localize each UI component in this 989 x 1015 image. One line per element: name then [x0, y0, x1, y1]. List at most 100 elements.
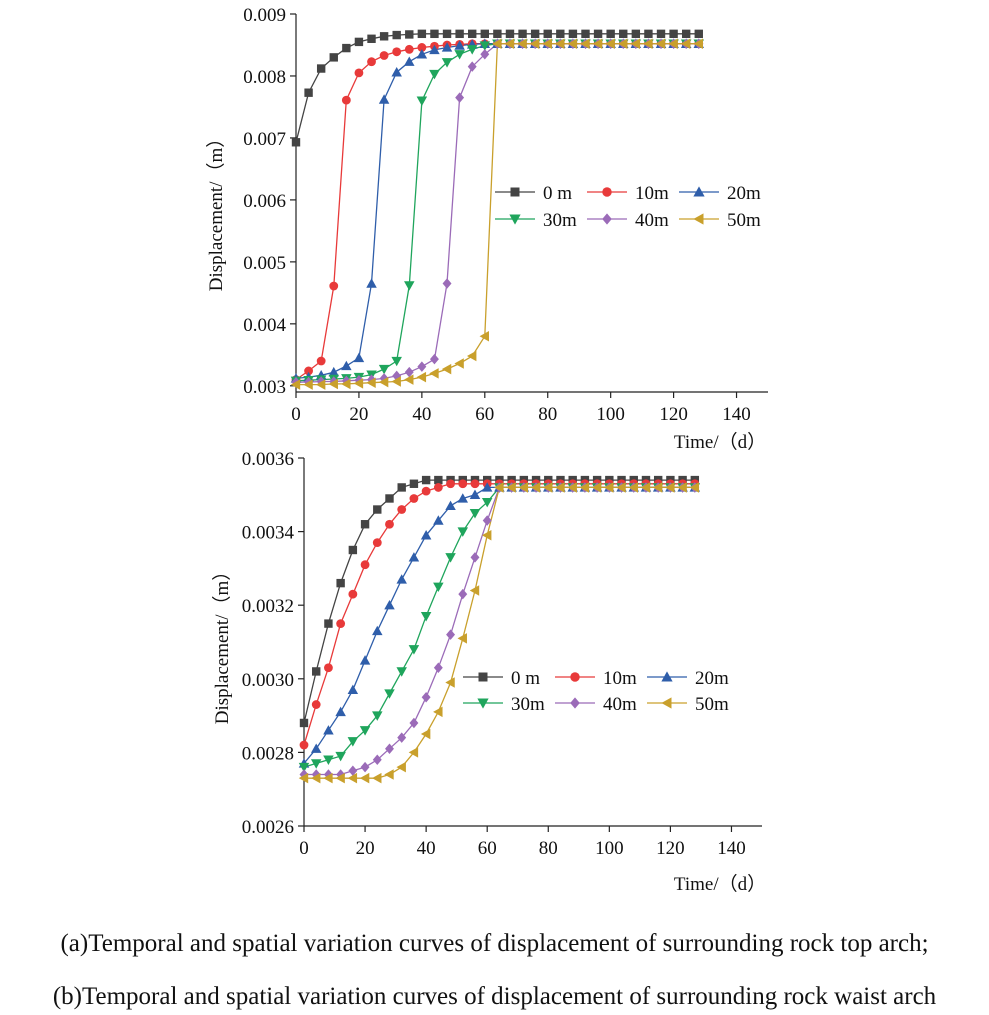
- data-point: [677, 482, 687, 493]
- figure-charts: 0 20 40 60 80 100 120 140 0.003 0.004 0.005 0.006 0.…: [205, 5, 768, 895]
- legend-marker-2: [661, 671, 673, 682]
- legend-marker-5: [661, 697, 672, 709]
- legend-marker-4: [570, 697, 580, 709]
- data-point: [354, 68, 364, 78]
- data-point: [396, 761, 406, 773]
- legend-marker-2: [693, 186, 705, 197]
- data-point: [481, 482, 493, 492]
- data-point: [556, 29, 565, 39]
- legend-marker-0: [478, 672, 488, 682]
- data-point: [324, 619, 333, 628]
- data-point: [347, 737, 359, 747]
- x-tick-label: 40: [417, 838, 436, 859]
- data-point: [481, 497, 493, 508]
- x-tick-label: 60: [475, 404, 494, 425]
- data-point: [336, 578, 345, 588]
- data-point: [455, 92, 465, 103]
- data-point: [529, 38, 540, 49]
- data-point: [467, 61, 477, 72]
- data-point: [329, 53, 338, 62]
- data-point: [469, 509, 481, 519]
- data-point: [373, 505, 382, 514]
- data-point: [354, 37, 364, 47]
- data-point: [441, 42, 453, 52]
- data-point: [408, 645, 420, 655]
- data-point: [530, 29, 540, 39]
- data-point: [421, 691, 431, 703]
- y-tick-label: 0.003: [243, 377, 286, 398]
- x-tick-label: 120: [659, 404, 688, 425]
- series-markers-5: [298, 482, 700, 784]
- data-point: [341, 360, 352, 371]
- series-markers-5: [290, 38, 703, 390]
- data-point: [379, 51, 389, 60]
- data-point: [341, 378, 351, 390]
- data-point: [470, 479, 480, 489]
- data-point: [466, 45, 478, 55]
- data-point: [366, 278, 377, 288]
- data-point: [631, 29, 641, 39]
- legend-label-0: 0 m: [511, 668, 540, 689]
- data-point: [405, 30, 414, 39]
- x-tick-label: 140: [717, 838, 746, 859]
- data-point: [470, 552, 480, 563]
- data-point: [378, 94, 390, 104]
- data-point: [417, 29, 427, 39]
- data-point: [335, 772, 345, 784]
- data-point: [479, 330, 489, 342]
- data-point: [291, 138, 301, 147]
- data-point: [457, 493, 469, 503]
- data-point: [446, 629, 456, 640]
- x-tick-label: 40: [412, 404, 431, 425]
- data-point: [694, 29, 703, 39]
- data-point: [606, 29, 615, 39]
- data-point: [421, 475, 431, 485]
- data-point: [652, 482, 663, 493]
- data-point: [384, 599, 395, 610]
- data-point: [458, 588, 468, 600]
- data-point: [366, 377, 376, 388]
- series-markers-0: [299, 475, 700, 728]
- legend-marker-0: [510, 187, 520, 197]
- series-markers-2: [298, 482, 701, 768]
- data-point: [408, 747, 419, 758]
- data-point: [530, 482, 541, 493]
- data-point: [442, 29, 452, 39]
- y-tick-label: 0.0030: [242, 670, 294, 691]
- data-point: [543, 482, 553, 493]
- x-tick-label: 20: [356, 838, 375, 859]
- data-point: [668, 38, 678, 49]
- data-point: [446, 479, 455, 489]
- data-point: [347, 772, 358, 784]
- data-point: [409, 494, 419, 503]
- data-point: [581, 29, 590, 39]
- data-point: [505, 29, 515, 39]
- caption-b: (b)Temporal and spatial variation curves…: [52, 983, 937, 1010]
- data-point: [416, 371, 427, 383]
- data-point: [429, 44, 440, 55]
- y-tick-label: 0.005: [243, 253, 286, 274]
- legend: 0 m 10m 20m 30m 40m 50m: [463, 668, 729, 715]
- y-axis-label: Displacement/（m）: [211, 562, 233, 725]
- data-point: [457, 527, 469, 537]
- legend-label-1: 10m: [635, 183, 669, 204]
- data-point: [518, 29, 527, 39]
- data-point: [348, 545, 358, 555]
- data-point: [417, 43, 427, 52]
- legend-marker-3: [477, 698, 489, 709]
- data-point: [404, 56, 415, 66]
- data-point: [397, 732, 407, 743]
- data-point: [445, 500, 456, 511]
- data-point: [409, 479, 419, 488]
- x-tick-label: 20: [349, 404, 368, 425]
- data-point: [433, 483, 443, 492]
- data-point: [445, 677, 455, 688]
- data-point: [656, 29, 666, 39]
- legend-label-5: 50m: [695, 694, 729, 715]
- y-axis-label: Displacement/（m）: [205, 129, 227, 292]
- data-point: [404, 281, 415, 291]
- legend-label-5: 50m: [727, 210, 761, 231]
- data-point: [518, 482, 529, 493]
- y-tick-label: 0.006: [243, 191, 286, 212]
- data-point: [480, 29, 489, 39]
